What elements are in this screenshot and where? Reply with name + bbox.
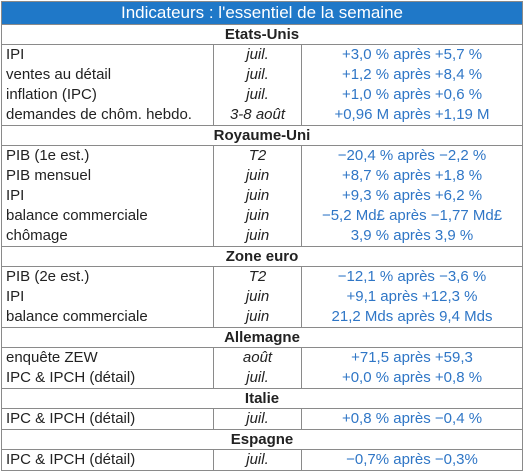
table-row: PIB mensuel juin +8,7 % après +1,8 % (2, 166, 522, 186)
section-header: Espagne (2, 429, 522, 450)
period-cell: juin (213, 287, 302, 307)
period-cell: 3-8 août (213, 105, 302, 125)
table-row: balance commerciale juin 21,2 Mds après 9,… (2, 307, 522, 327)
value-cell: +3,0 % après +5,7 % (341, 46, 483, 63)
table-row: IPI juin +9,3 % après +6,2 % (2, 186, 522, 206)
period-cell: juil. (213, 45, 302, 65)
period-cell: juin (213, 206, 302, 226)
table-row: IPC & IPCH (détail) juil. +0,8 % après −0,… (2, 409, 522, 429)
indicator-cell: chômage (6, 227, 68, 244)
table-row: demandes de chôm. hebdo. 3-8 août +0,96 M … (2, 105, 522, 125)
period-cell: juil. (213, 409, 302, 429)
period-cell: T2 (213, 267, 302, 287)
section-header: Italie (2, 388, 522, 409)
period-cell: juin (213, 226, 302, 246)
table-row: PIB (2e est.) T2 −12,1 % après −3,6 % (2, 267, 522, 287)
value-cell: +8,7 % après +1,8 % (341, 167, 483, 184)
value-cell: +0,0 % après +0,8 % (341, 369, 483, 386)
indicator-cell: IPC & IPCH (détail) (6, 451, 136, 468)
value-cell: −0,7% après −0,3% (346, 451, 478, 468)
period-cell: juil. (213, 85, 302, 105)
value-cell: +9,3 % après +6,2 % (341, 187, 483, 204)
value-cell: −12,1 % après −3,6 % (337, 268, 487, 285)
indicator-cell: balance commerciale (6, 207, 148, 224)
value-cell: −20,4 % après −2,2 % (337, 147, 487, 164)
value-cell: +0,96 M après +1,19 M (334, 106, 490, 123)
indicator-cell: IPI (6, 187, 25, 204)
table-row: ventes au détail juil. +1,2 % après +8,4 % (2, 65, 522, 85)
period-cell: juin (213, 166, 302, 186)
period-cell: juin (213, 307, 302, 327)
section-header: Etats-Unis (2, 25, 522, 45)
value-cell: +1,2 % après +8,4 % (341, 66, 483, 83)
period-cell: juil. (213, 65, 302, 85)
indicator-cell: demandes de chôm. hebdo. (6, 106, 192, 123)
period-cell: juin (213, 186, 302, 206)
indicator-cell: PIB (2e est.) (6, 268, 90, 285)
section-header: Allemagne (2, 327, 522, 348)
table-row: IPI juin +9,1 après +12,3 % (2, 287, 522, 307)
value-cell: −5,2 Md£ après −1,77 Md£ (321, 207, 503, 224)
period-cell: août (213, 348, 302, 368)
value-cell: +71,5 après +59,3 (351, 349, 473, 366)
indicator-cell: enquête ZEW (6, 349, 98, 366)
table-row: inflation (IPC) juil. +1,0 % après +0,6 % (2, 85, 522, 105)
table-row: balance commerciale juin −5,2 Md£ après −1… (2, 206, 522, 226)
table-body: Etats-Unis IPI juil. +3,0 % après +5,7 % ven… (2, 25, 522, 470)
value-cell: 21,2 Mds après 9,4 Mds (331, 308, 493, 325)
indicator-cell: IPC & IPCH (détail) (6, 369, 136, 386)
indicator-cell: IPI (6, 46, 25, 63)
value-cell: 3,9 % après 3,9 % (350, 227, 474, 244)
table-row: IPI juil. +3,0 % après +5,7 % (2, 45, 522, 65)
indicator-cell: IPI (6, 288, 25, 305)
table-row: IPC & IPCH (détail) juil. +0,0 % après +0,… (2, 368, 522, 388)
indicator-cell: PIB (1e est.) (6, 147, 90, 164)
indicator-cell: PIB mensuel (6, 167, 92, 184)
indicator-cell: balance commerciale (6, 308, 148, 325)
period-cell: juil. (213, 450, 302, 470)
indicator-cell: ventes au détail (6, 66, 112, 83)
table-row: PIB (1e est.) T2 −20,4 % après −2,2 % (2, 146, 522, 166)
period-cell: juil. (213, 368, 302, 388)
value-cell: +0,8 % après −0,4 % (341, 410, 483, 427)
period-cell: T2 (213, 146, 302, 166)
table-row: chômage juin 3,9 % après 3,9 % (2, 226, 522, 246)
table-row: enquête ZEW août +71,5 après +59,3 (2, 348, 522, 368)
indicator-cell: IPC & IPCH (détail) (6, 410, 136, 427)
indicator-cell: inflation (IPC) (6, 86, 97, 103)
table-title: Indicateurs : l'essentiel de la semaine (2, 2, 522, 25)
section-header: Zone euro (2, 246, 522, 267)
value-cell: +1,0 % après +0,6 % (341, 86, 483, 103)
table-row: IPC & IPCH (détail) juil. −0,7% après −0,3… (2, 450, 522, 470)
section-header: Royaume-Uni (2, 125, 522, 146)
value-cell: +9,1 après +12,3 % (346, 288, 478, 305)
